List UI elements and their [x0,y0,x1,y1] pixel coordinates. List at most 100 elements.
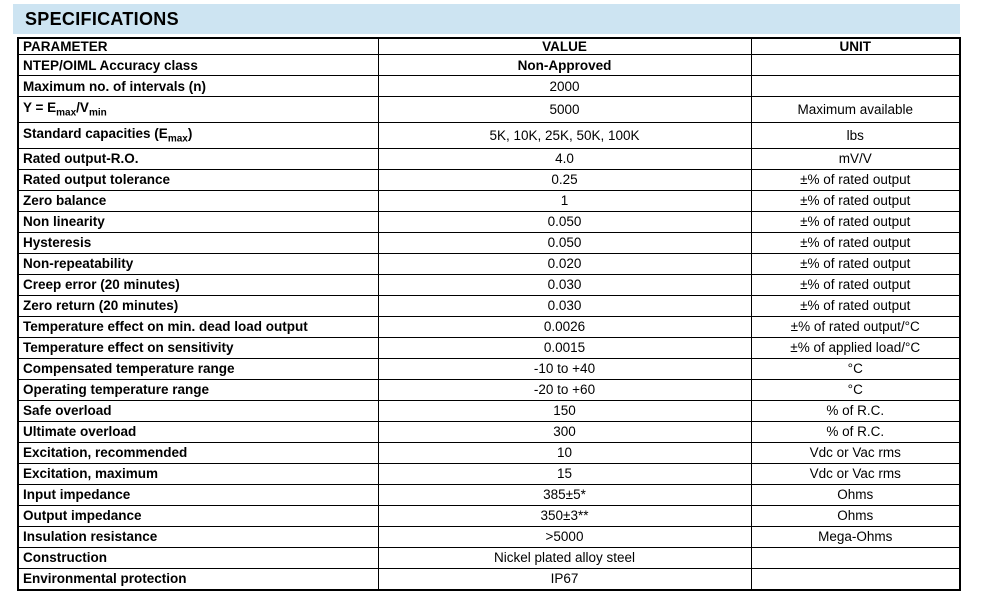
table-row: Excitation, recommended 10 Vdc or Vac rms [17,441,961,464]
value-cell: 350±3** [377,504,752,527]
unit-cell: ±% of rated output [750,210,961,233]
column-header-value: VALUE [377,37,752,55]
table-row: Hysteresis 0.050 ±% of rated output [17,231,961,254]
page-title: SPECIFICATIONS [25,8,179,29]
unit-cell: ±% of rated output/°C [750,315,961,338]
unit-cell: Maximum available [750,96,961,123]
parameter-cell: Excitation, recommended [17,441,379,464]
value-cell: 0.050 [377,210,752,233]
value-cell: 150 [377,399,752,422]
table-row: NTEP/OIML Accuracy class Non-Approved [17,54,961,76]
value-cell: 5000 [377,96,752,123]
value-cell: 0.25 [377,168,752,191]
value-cell: 2000 [377,75,752,97]
unit-cell: mV/V [750,147,961,170]
value-cell: 10 [377,441,752,464]
parameter-cell: Y = Emax/Vmin [17,96,379,123]
parameter-cell: Output impedance [17,504,379,527]
value-cell: 0.030 [377,294,752,317]
parameter-cell: Zero balance [17,189,379,212]
value-cell: 300 [377,420,752,443]
parameter-cell: Ultimate overload [17,420,379,443]
unit-cell: ±% of rated output [750,168,961,191]
parameter-cell: Temperature effect on sensitivity [17,336,379,359]
unit-cell: Vdc or Vac rms [750,462,961,485]
table-header-row: PARAMETER VALUE UNIT [17,37,961,55]
parameter-cell: Rated output-R.O. [17,147,379,170]
table-row: Safe overload 150% of R.C. [17,399,961,422]
table-row: Maximum no. of intervals (n) 2000 [17,75,961,97]
parameter-cell: NTEP/OIML Accuracy class [17,54,379,76]
value-cell: IP67 [377,567,752,591]
parameter-cell: Rated output tolerance [17,168,379,191]
table-row: Output impedance 350±3** Ohms [17,504,961,527]
value-cell: -20 to +60 [377,378,752,401]
value-cell: 0.020 [377,252,752,275]
parameter-cell: Creep error (20 minutes) [17,273,379,296]
table-row: Temperature effect on min. dead load out… [17,315,961,338]
table-row: Operating temperature range -20 to +60 °C [17,378,961,401]
unit-cell: ±% of rated output [750,231,961,254]
unit-cell: Mega-Ohms [750,525,961,548]
table-row: Input impedance 385±5* Ohms [17,483,961,506]
unit-cell: ±% of rated output [750,273,961,296]
parameter-cell: Temperature effect on min. dead load out… [17,315,379,338]
unit-cell: Vdc or Vac rms [750,441,961,464]
table-row: Zero return (20 minutes) 0.030 ±% of rated… [17,294,961,317]
unit-cell [750,75,961,97]
unit-cell [750,567,961,591]
parameter-cell: Input impedance [17,483,379,506]
parameter-cell: Compensated temperature range [17,357,379,380]
table-row: Compensated temperature range -10 to +40 °… [17,357,961,380]
unit-cell: Ohms [750,483,961,506]
parameter-cell: Maximum no. of intervals (n) [17,75,379,97]
table-row: Creep error (20 minutes) 0.030 ±% of rated… [17,273,961,296]
unit-cell: ±% of rated output [750,294,961,317]
table-row: Non linearity 0.050 ±% of rated output [17,210,961,233]
value-cell: Nickel plated alloy steel [377,546,752,569]
unit-cell: Ohms [750,504,961,527]
table-row: Rated output tolerance 0.25 ±% of rated ou… [17,168,961,191]
unit-cell: % of R.C. [750,420,961,443]
unit-cell [750,546,961,569]
unit-cell: lbs [750,121,961,149]
table-row: Rated output-R.O. 4.0 mV/V [17,147,961,170]
unit-cell: ±% of rated output [750,189,961,212]
parameter-cell: Insulation resistance [17,525,379,548]
value-cell: 0.030 [377,273,752,296]
unit-cell: ±% of applied load/°C [750,336,961,359]
parameter-cell: Operating temperature range [17,378,379,401]
value-cell: 5K, 10K, 25K, 50K, 100K [377,121,752,149]
parameter-cell: Environmental protection [17,567,379,591]
parameter-cell: Excitation, maximum [17,462,379,485]
parameter-cell: Safe overload [17,399,379,422]
value-cell: 1 [377,189,752,212]
table-row: Temperature effect on sensitivity 0.0015 ±… [17,336,961,359]
specifications-table: PARAMETER VALUE UNIT NTEP/OIML Accuracy … [17,37,961,591]
table-row: Standard capacities (Emax) 5K, 10K, 25K, … [17,121,961,149]
value-cell: 0.050 [377,231,752,254]
unit-cell [750,54,961,76]
column-header-unit: UNIT [750,37,961,55]
table-row: Zero balance 1 ±% of rated output [17,189,961,212]
value-cell: >5000 [377,525,752,548]
parameter-cell: Construction [17,546,379,569]
unit-cell: ±% of rated output [750,252,961,275]
parameter-cell: Non-repeatability [17,252,379,275]
value-cell: 0.0015 [377,336,752,359]
table-row: Ultimate overload 300% of R.C. [17,420,961,443]
column-header-parameter: PARAMETER [17,37,379,55]
spec-table-body: NTEP/OIML Accuracy class Non-Approved Maxi… [17,54,961,591]
unit-cell: °C [750,357,961,380]
table-row: Non-repeatability 0.020 ±% of rated output [17,252,961,275]
parameter-cell: Zero return (20 minutes) [17,294,379,317]
table-row: Insulation resistance >5000 Mega-Ohms [17,525,961,548]
table-row: Construction Nickel plated alloy steel [17,546,961,569]
parameter-cell: Standard capacities (Emax) [17,121,379,149]
table-row: Excitation, maximum 15 Vdc or Vac rms [17,462,961,485]
title-bar: SPECIFICATIONS [13,4,960,34]
unit-cell: % of R.C. [750,399,961,422]
parameter-cell: Hysteresis [17,231,379,254]
value-cell: Non-Approved [377,54,752,76]
value-cell: 385±5* [377,483,752,506]
